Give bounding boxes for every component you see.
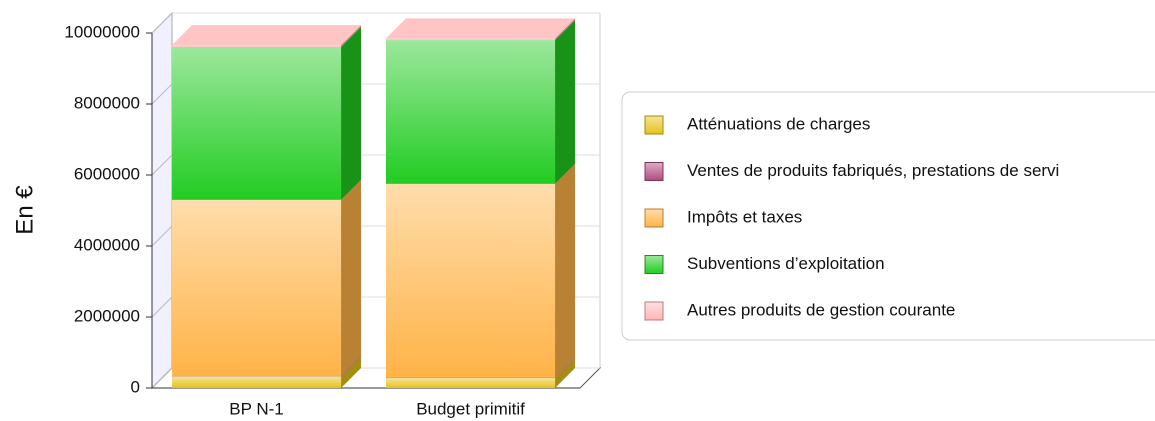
bar-side <box>555 18 576 41</box>
bar-side <box>555 163 576 378</box>
grid-line <box>151 12 173 34</box>
y-tick-label: 0 <box>131 377 140 396</box>
legend-swatch <box>644 115 664 135</box>
bar-top <box>172 25 362 46</box>
bar-side <box>555 358 576 388</box>
x-tick-label: Budget primitif <box>416 399 525 418</box>
bar-side <box>341 355 362 377</box>
grid-line <box>151 296 173 318</box>
grid-line <box>151 367 173 389</box>
x-tick-label: BP N-1 <box>229 399 284 418</box>
legend-label: Impôts et taxes <box>687 207 802 226</box>
legend-label: Autres produits de gestion courante <box>687 300 955 319</box>
legend-box <box>621 91 1155 341</box>
bar-segment <box>172 199 342 376</box>
bar-segment <box>386 183 556 378</box>
bar-segment <box>172 375 342 377</box>
bar-side <box>341 179 362 376</box>
bar-side <box>341 356 362 388</box>
side-wall <box>151 11 173 390</box>
grid-line <box>151 154 173 176</box>
y-tick-label: 2000000 <box>74 306 140 325</box>
bar-segment <box>386 378 556 388</box>
legend-swatch <box>644 255 664 274</box>
bar-segment <box>172 45 342 47</box>
legend-swatch <box>644 162 664 181</box>
bar-side <box>555 20 576 184</box>
bar-side <box>341 25 362 47</box>
y-tick-label: 10000000 <box>64 22 140 41</box>
y-axis-label: En € <box>11 185 38 235</box>
y-tick-label: 6000000 <box>74 164 140 183</box>
y-tick-label: 8000000 <box>74 93 140 112</box>
legend-swatch <box>644 208 664 228</box>
legend-label: Subventions d’exploitation <box>687 254 885 273</box>
legend-label: Ventes de produits fabriqués, prestation… <box>687 161 1059 180</box>
bar-top <box>386 18 576 39</box>
bar-segment <box>172 376 342 388</box>
bar-side <box>555 357 576 379</box>
bar-segment <box>172 46 342 200</box>
legend-label: Atténuations de charges <box>687 114 870 133</box>
bar-segment <box>386 377 556 379</box>
y-tick-label: 4000000 <box>74 235 140 254</box>
grid-line <box>151 225 173 247</box>
bar-segment <box>386 40 556 184</box>
grid-line <box>151 83 173 105</box>
bar-segment <box>386 38 556 41</box>
bar-side <box>341 26 362 200</box>
legend-swatch <box>644 301 664 321</box>
